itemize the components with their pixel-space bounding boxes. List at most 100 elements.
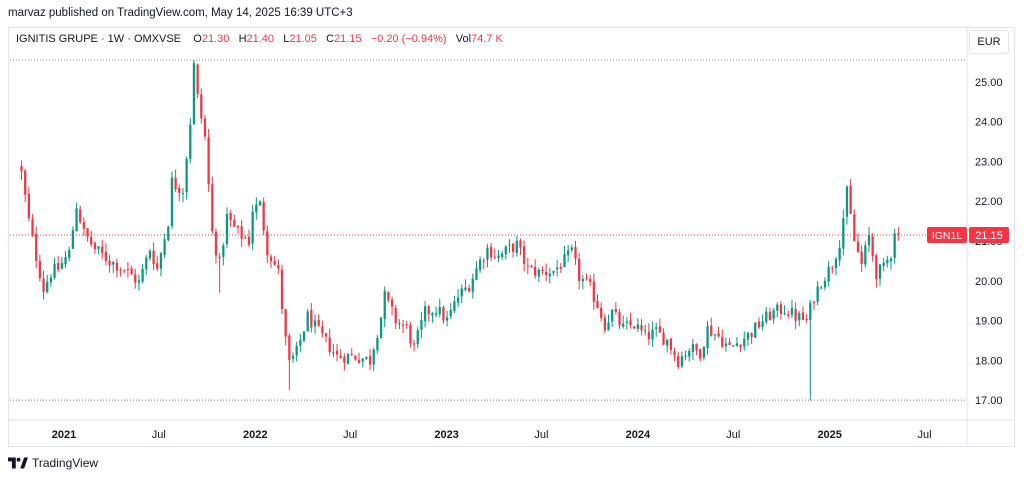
candle-body [567, 250, 570, 256]
candle-body [658, 326, 662, 333]
candle-body [185, 158, 188, 193]
candle-body [603, 317, 606, 331]
candle-body [438, 307, 441, 315]
candle-body [387, 292, 390, 301]
candle-body [101, 246, 104, 253]
candle-body [412, 343, 416, 345]
candle-body [526, 265, 529, 267]
candle-body [838, 247, 841, 261]
candle-body [273, 260, 276, 265]
candle-body [405, 324, 408, 326]
candle-body [695, 344, 698, 351]
candle-body [420, 320, 423, 330]
candle-body [684, 355, 687, 357]
x-tick-label: Jul [918, 429, 932, 441]
candle-body [178, 187, 181, 193]
candle-body [820, 287, 823, 289]
candle-body [313, 320, 317, 327]
candle-body [893, 233, 896, 258]
candle-body [284, 309, 287, 337]
candle-body [493, 256, 496, 258]
tradingview-logo-icon [8, 457, 28, 469]
candle-body [112, 261, 115, 265]
candle-body [299, 340, 302, 346]
candle-body [137, 280, 141, 283]
legend-open-label: O [193, 33, 202, 45]
publish-line: marvaz published on TradingView.com, May… [8, 7, 353, 19]
candle-body [545, 271, 548, 275]
candle-body [511, 243, 515, 252]
x-tick-label: 2022 [243, 429, 267, 441]
candle-body [233, 219, 236, 227]
candle-body [460, 288, 463, 297]
candle-body [853, 214, 856, 241]
candle-body [673, 351, 676, 356]
legend-open-value: 21.30 [201, 33, 230, 45]
candle-body [324, 333, 328, 337]
candle-body [860, 251, 863, 264]
candle-body [350, 354, 353, 356]
candle-body [35, 233, 38, 261]
legend-low-label: L [283, 33, 290, 45]
candle-body [141, 268, 144, 282]
y-tick-label: 20.00 [975, 276, 1003, 288]
candle-body [647, 331, 651, 339]
x-tick-label: 2021 [52, 429, 76, 441]
candle-body [211, 184, 214, 232]
candle-body [754, 322, 757, 338]
x-tick-label: Jul [534, 429, 548, 441]
candle-body [167, 226, 170, 241]
candle-body [809, 302, 812, 320]
y-tick-label: 19.00 [975, 316, 1003, 328]
legend-symbol[interactable]: IGNITIS GRUPE · 1W · OMXVSE [16, 33, 182, 45]
y-tick-label: 25.00 [975, 77, 1003, 89]
candle-body [291, 355, 295, 359]
candle-body [779, 304, 783, 315]
candle-body [445, 317, 449, 321]
legend-volume-value: 74.7 K [471, 33, 503, 45]
candle-body [801, 312, 805, 320]
candle-body [262, 201, 265, 231]
candle-body [379, 317, 383, 339]
candle-body [196, 64, 199, 95]
candle-body [288, 335, 291, 361]
candle-body [486, 247, 489, 260]
candle-body [46, 281, 49, 293]
candle-body [644, 330, 647, 332]
candle-body [357, 360, 361, 363]
candle-body [431, 313, 434, 316]
currency-button[interactable]: EUR [969, 30, 1009, 54]
candle-body [49, 277, 53, 283]
candle-body [214, 231, 218, 256]
candle-body [875, 255, 878, 280]
candle-body [453, 301, 456, 312]
candle-body [332, 352, 335, 354]
candle-body [126, 269, 130, 271]
candle-body [423, 306, 427, 322]
candle-body [666, 339, 669, 346]
candle-body [680, 356, 684, 367]
candle-body [269, 256, 273, 262]
candle-body [247, 236, 251, 245]
candle-body [398, 323, 401, 325]
candle-body [104, 251, 108, 261]
candle-body [556, 267, 559, 270]
candle-body [75, 208, 78, 232]
candle-body [310, 310, 313, 328]
candle-body [82, 222, 86, 229]
y-tick-label: 22.00 [975, 196, 1003, 208]
x-tick-label: Jul [726, 429, 740, 441]
candle-body [159, 253, 163, 269]
candle-body [765, 311, 768, 322]
candle-body [38, 261, 42, 279]
candle-body [548, 273, 551, 277]
y-tick-label: 17.00 [975, 395, 1003, 407]
candle-body [145, 257, 148, 270]
candle-body [541, 270, 544, 272]
candle-body [662, 332, 665, 345]
candle-body [302, 331, 306, 341]
candle-body [651, 329, 654, 340]
candle-body [148, 250, 152, 259]
candle-body [592, 281, 595, 302]
